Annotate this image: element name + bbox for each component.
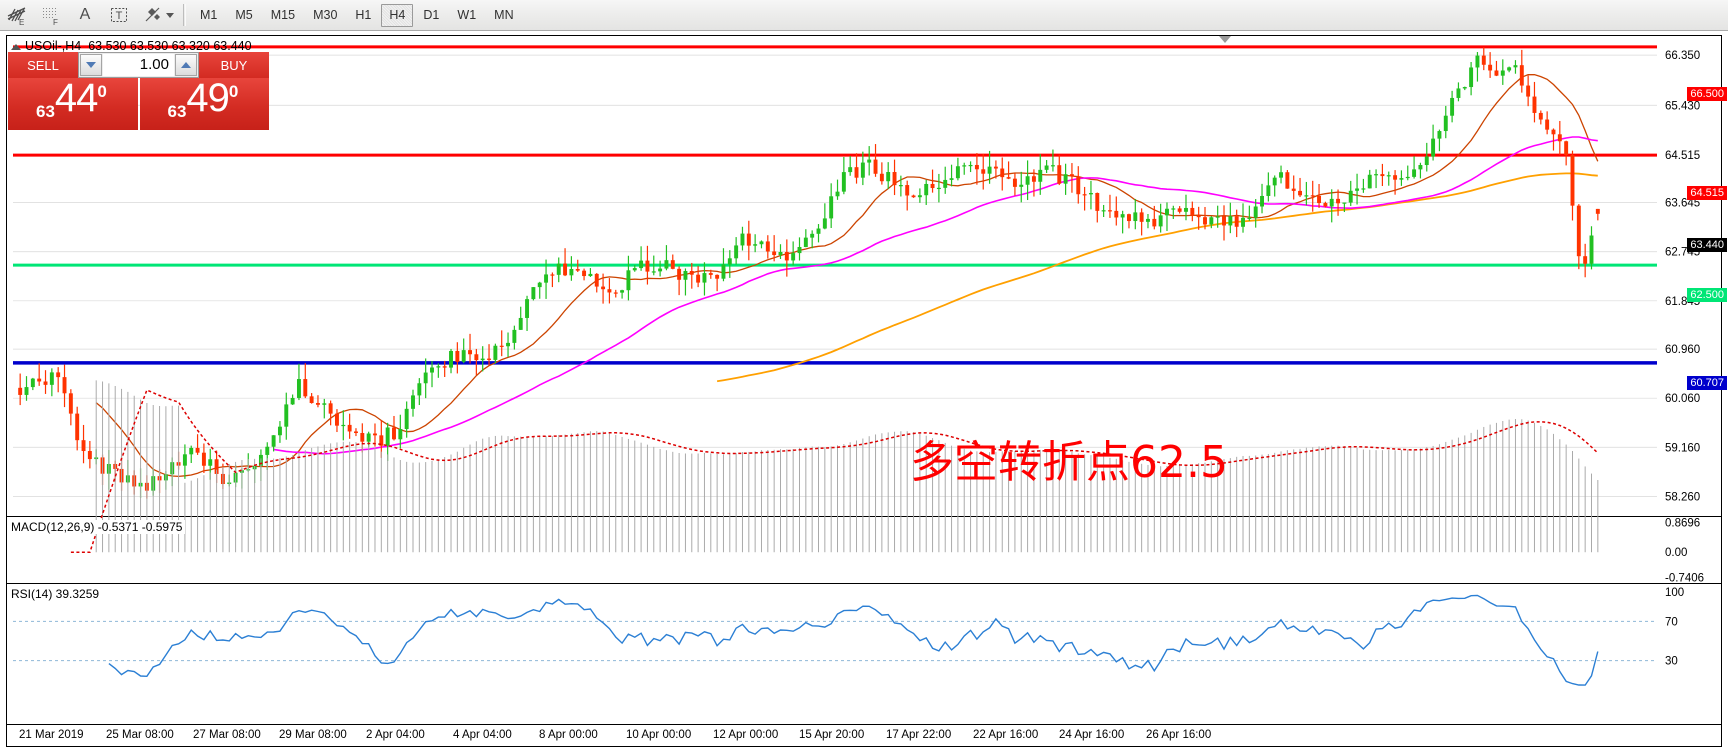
- price-tag-62500: 62.500: [1687, 288, 1727, 302]
- svg-text:64.515: 64.515: [1665, 150, 1700, 162]
- svg-text:E: E: [19, 18, 24, 26]
- time-axis-label: 29 Mar 08:00: [279, 729, 347, 741]
- volume-increase-button[interactable]: [175, 54, 197, 76]
- time-axis: 21 Mar 2019 25 Mar 08:00 27 Mar 08:00 29 Ma…: [7, 724, 1721, 746]
- sell-button[interactable]: 63 44 0: [8, 78, 138, 130]
- timeframe-h1[interactable]: H1: [355, 8, 372, 22]
- indicators-icon[interactable]: E: [0, 1, 34, 30]
- sell-price-prefix: 63: [36, 102, 55, 121]
- sell-price-main: 44: [54, 78, 98, 120]
- svg-text:0.00: 0.00: [1665, 547, 1687, 559]
- volume-stepper[interactable]: 1.00: [78, 52, 199, 78]
- timeframe-m5[interactable]: M5: [235, 8, 253, 22]
- timeframe-m30[interactable]: M30: [313, 8, 338, 22]
- chevron-down-icon: [86, 62, 96, 68]
- timeframe-d1[interactable]: D1: [423, 8, 440, 22]
- time-axis-label: 17 Apr 22:00: [886, 729, 952, 741]
- ohlc-values: 63.530 63.530 63.320 63.440: [88, 39, 252, 53]
- main-toolbar: E F A T M1 M5 M15 M30 H1 H4 D1: [0, 0, 1728, 31]
- buy-label[interactable]: BUY: [199, 52, 269, 78]
- price-tag-64515: 64.515: [1687, 186, 1727, 200]
- buy-button[interactable]: 63 49 0: [139, 78, 269, 130]
- shapes-tool-icon[interactable]: [136, 1, 170, 30]
- price-pane[interactable]: 66.35065.43064.51563.64562.74561.84560.9…: [7, 36, 1721, 516]
- svg-text:70: 70: [1665, 616, 1678, 628]
- svg-text:63.645: 63.645: [1665, 198, 1700, 210]
- timeframe-m15[interactable]: M15: [270, 8, 296, 22]
- time-axis-label: 12 Apr 00:00: [713, 729, 779, 741]
- time-axis-label: 21 Mar 2019: [19, 729, 84, 741]
- one-click-trading-panel[interactable]: SELL 1.00 BUY 63 44 0 63 49 0: [8, 52, 269, 130]
- buy-price-main: 49: [186, 78, 229, 120]
- svg-text:30: 30: [1665, 656, 1678, 668]
- time-axis-label: 15 Apr 20:00: [799, 729, 865, 741]
- time-axis-label: 4 Apr 04:00: [453, 729, 512, 741]
- chart-scroll-marker[interactable]: [1219, 36, 1231, 43]
- sell-label[interactable]: SELL: [8, 52, 78, 78]
- macd-title: MACD(12,26,9) -0.5371 -0.5975: [11, 520, 186, 534]
- svg-text:66.350: 66.350: [1665, 50, 1700, 62]
- timeframe-w1[interactable]: W1: [457, 8, 477, 22]
- macd-pane[interactable]: 0.8696 0.00 -0.7406: [7, 380, 1721, 585]
- chart-frame[interactable]: USOil-,H4 63.530 63.530 63.320 63.440 66…: [6, 35, 1727, 747]
- collapse-triangle-icon[interactable]: [11, 43, 21, 50]
- chart-area: USOil-,H4 63.530 63.530 63.320 63.440 66…: [0, 31, 1728, 751]
- time-axis-label: 22 Apr 16:00: [973, 729, 1039, 741]
- text-label-tool-icon[interactable]: T: [102, 1, 136, 30]
- svg-text:60.060: 60.060: [1665, 393, 1700, 405]
- time-axis-label: 2 Apr 04:00: [366, 729, 425, 741]
- svg-text:59.160: 59.160: [1665, 442, 1700, 454]
- symbol-info-bar: USOil-,H4 63.530 63.530 63.320 63.440: [11, 39, 252, 53]
- time-axis-label: 8 Apr 00:00: [539, 729, 598, 741]
- time-axis-label: 25 Mar 08:00: [106, 729, 174, 741]
- macd-pane-separator: [7, 516, 1721, 517]
- rsi-title: RSI(14) 39.3259: [11, 587, 103, 601]
- rsi-pane-separator: [7, 583, 1721, 584]
- svg-text:F: F: [53, 18, 58, 26]
- buy-price-prefix: 63: [167, 102, 187, 121]
- sell-price-fraction: 0: [97, 82, 107, 101]
- rsi-pane[interactable]: 100 70 30: [7, 584, 1721, 704]
- svg-text:T: T: [116, 10, 123, 22]
- volume-decrease-button[interactable]: [80, 54, 102, 76]
- time-axis-label: 24 Apr 16:00: [1059, 729, 1125, 741]
- volume-value[interactable]: 1.00: [103, 54, 174, 76]
- toolbar-separator: [183, 4, 186, 26]
- buy-price-fraction: 0: [228, 82, 239, 101]
- text-tool-icon[interactable]: A: [79, 6, 91, 23]
- oct-header-row: SELL 1.00 BUY: [8, 52, 269, 78]
- timeframe-mn[interactable]: MN: [494, 8, 514, 22]
- chart-annotation-text: 多空转折点62.5: [910, 437, 1228, 488]
- time-axis-label: 10 Apr 00:00: [626, 729, 692, 741]
- svg-text:100: 100: [1665, 587, 1684, 599]
- oct-price-row: 63 44 0 63 49 0: [8, 78, 269, 130]
- price-tag-current: 63.440: [1687, 238, 1727, 252]
- svg-text:-0.7406: -0.7406: [1665, 573, 1704, 585]
- timeframe-h4[interactable]: H4: [381, 3, 414, 27]
- shapes-dropdown-icon[interactable]: [166, 12, 174, 18]
- timeframe-m1[interactable]: M1: [200, 8, 218, 22]
- svg-text:60.960: 60.960: [1665, 344, 1700, 356]
- time-axis-label: 26 Apr 16:00: [1146, 729, 1212, 741]
- crosshair-grid-icon[interactable]: F: [34, 1, 68, 30]
- price-tag-60707: 60.707: [1687, 376, 1727, 390]
- chevron-up-icon: [181, 62, 191, 68]
- svg-text:58.260: 58.260: [1665, 491, 1700, 503]
- time-axis-label: 27 Mar 08:00: [193, 729, 261, 741]
- svg-text:65.430: 65.430: [1665, 100, 1700, 112]
- symbol-label: USOil-,H4: [25, 39, 82, 53]
- svg-text:0.8696: 0.8696: [1665, 517, 1700, 529]
- price-tag-66500: 66.500: [1687, 87, 1727, 101]
